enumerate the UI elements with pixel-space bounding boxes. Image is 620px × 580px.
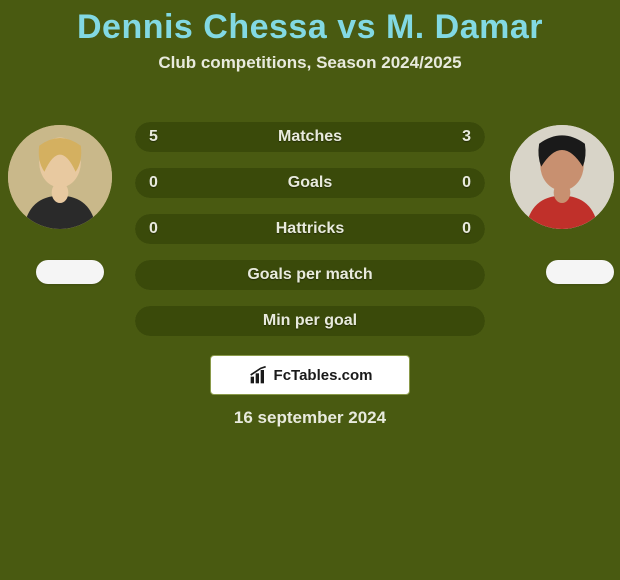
stat-label: Min per goal [135, 306, 485, 336]
person-silhouette-icon [510, 125, 614, 229]
page-title: Dennis Chessa vs M. Damar [0, 0, 620, 47]
stat-row: Min per goal [135, 306, 485, 336]
flag-right [546, 260, 614, 284]
stat-label: Hattricks [135, 214, 485, 244]
date-label: 16 september 2024 [0, 408, 620, 428]
stat-row: 00Goals [135, 168, 485, 198]
subtitle: Club competitions, Season 2024/2025 [0, 53, 620, 73]
stat-row: 53Matches [135, 122, 485, 152]
chart-icon [248, 365, 270, 385]
brand-text: FcTables.com [274, 367, 373, 384]
stat-row: Goals per match [135, 260, 485, 290]
brand-badge: FcTables.com [210, 355, 410, 395]
stats-table: 53Matches 00Goals 00Hattricks Goals per mat… [135, 122, 485, 352]
stat-label: Goals per match [135, 260, 485, 290]
avatar-left [8, 125, 112, 229]
stat-label: Matches [135, 122, 485, 152]
comparison-card: Dennis Chessa vs M. Damar Club competiti… [0, 0, 620, 580]
person-silhouette-icon [8, 125, 112, 229]
stat-label: Goals [135, 168, 485, 198]
flag-left [36, 260, 104, 284]
stat-row: 00Hattricks [135, 214, 485, 244]
avatar-right [510, 125, 614, 229]
